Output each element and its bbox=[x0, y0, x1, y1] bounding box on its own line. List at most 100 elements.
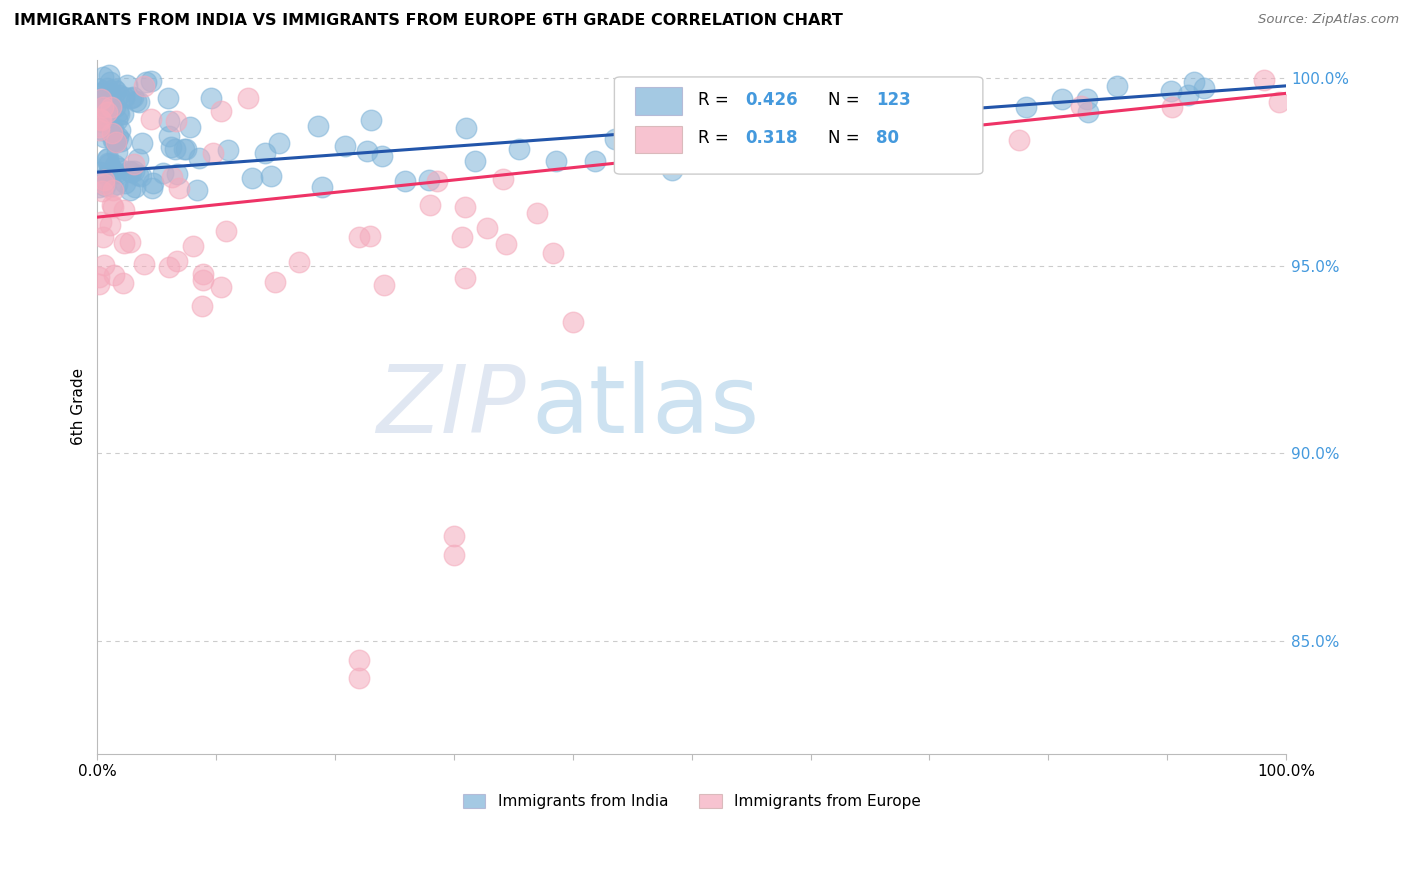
Point bbox=[103, 132, 125, 146]
Point bbox=[451, 230, 474, 244]
Point bbox=[118, 235, 141, 249]
Point bbox=[181, 238, 204, 252]
Point bbox=[103, 200, 125, 214]
Point bbox=[111, 276, 134, 290]
Legend: Immigrants from India, Immigrants from Europe: Immigrants from India, Immigrants from E… bbox=[457, 788, 927, 815]
Point bbox=[98, 69, 121, 83]
Point bbox=[456, 120, 478, 135]
Point bbox=[105, 167, 128, 181]
Point bbox=[104, 135, 127, 149]
Point bbox=[160, 170, 183, 185]
Point bbox=[98, 219, 121, 233]
Point bbox=[209, 104, 232, 119]
Point bbox=[347, 672, 370, 686]
Point bbox=[103, 164, 125, 178]
Point bbox=[97, 151, 120, 165]
Point bbox=[696, 132, 718, 146]
Point bbox=[141, 74, 163, 88]
Point bbox=[89, 94, 111, 108]
Point bbox=[91, 230, 114, 244]
Point bbox=[89, 164, 111, 178]
Text: 80: 80 bbox=[876, 129, 898, 147]
Point bbox=[191, 299, 214, 313]
Point bbox=[166, 254, 188, 268]
Text: IMMIGRANTS FROM INDIA VS IMMIGRANTS FROM EUROPE 6TH GRADE CORRELATION CHART: IMMIGRANTS FROM INDIA VS IMMIGRANTS FROM… bbox=[14, 13, 844, 29]
Point bbox=[288, 254, 311, 268]
Point bbox=[89, 277, 111, 291]
Point bbox=[127, 152, 149, 166]
Point bbox=[97, 157, 120, 171]
Point bbox=[236, 91, 259, 105]
Point bbox=[546, 153, 568, 168]
Point bbox=[583, 153, 606, 168]
Point bbox=[188, 151, 211, 165]
Point bbox=[1253, 73, 1275, 87]
Point bbox=[124, 180, 146, 194]
Text: ZIP: ZIP bbox=[375, 361, 526, 452]
Point bbox=[100, 198, 122, 212]
Point bbox=[373, 277, 395, 292]
Point bbox=[103, 132, 125, 146]
Point bbox=[419, 198, 441, 212]
FancyBboxPatch shape bbox=[634, 126, 682, 153]
Point bbox=[1014, 100, 1036, 114]
Point bbox=[101, 126, 124, 140]
Point bbox=[96, 104, 118, 119]
Point bbox=[209, 280, 232, 294]
Point bbox=[356, 145, 378, 159]
Point bbox=[139, 112, 162, 126]
Point bbox=[897, 132, 920, 146]
Point bbox=[640, 145, 662, 160]
Point bbox=[100, 87, 122, 102]
Point bbox=[100, 179, 122, 194]
Point bbox=[96, 80, 118, 95]
Point bbox=[920, 148, 942, 162]
Point bbox=[112, 203, 135, 218]
Point bbox=[122, 164, 145, 178]
Point bbox=[869, 86, 891, 100]
Point bbox=[108, 88, 131, 103]
Point bbox=[97, 103, 120, 117]
Point bbox=[179, 120, 201, 134]
Point bbox=[169, 181, 191, 195]
Point bbox=[100, 100, 122, 114]
Point bbox=[426, 174, 449, 188]
Text: 123: 123 bbox=[876, 91, 911, 109]
Point bbox=[87, 123, 110, 137]
Point bbox=[104, 100, 127, 114]
Point bbox=[818, 124, 841, 138]
Point bbox=[1077, 105, 1099, 120]
Point bbox=[806, 145, 828, 160]
Point bbox=[166, 167, 188, 181]
Point bbox=[464, 154, 486, 169]
Text: atlas: atlas bbox=[531, 360, 759, 452]
Point bbox=[89, 82, 111, 96]
Point bbox=[1268, 95, 1291, 109]
Point bbox=[454, 270, 477, 285]
Text: 0.426: 0.426 bbox=[745, 91, 797, 109]
Point bbox=[347, 653, 370, 667]
Point bbox=[1182, 75, 1205, 89]
Point bbox=[90, 113, 112, 128]
Point bbox=[894, 96, 917, 111]
Point bbox=[87, 120, 110, 134]
Point bbox=[93, 258, 115, 272]
Point bbox=[90, 115, 112, 129]
Point bbox=[492, 172, 515, 186]
Point bbox=[879, 98, 901, 112]
Point bbox=[124, 94, 146, 108]
Point bbox=[202, 145, 225, 160]
Point bbox=[90, 92, 112, 106]
Point bbox=[370, 149, 392, 163]
Point bbox=[360, 112, 382, 127]
Point bbox=[103, 82, 125, 96]
Point bbox=[134, 257, 156, 271]
Point bbox=[93, 173, 115, 187]
Point bbox=[101, 122, 124, 136]
Point bbox=[495, 237, 517, 252]
Point bbox=[87, 179, 110, 194]
Point bbox=[101, 183, 124, 197]
Point bbox=[104, 134, 127, 148]
Point bbox=[98, 74, 121, 88]
Point bbox=[121, 165, 143, 179]
